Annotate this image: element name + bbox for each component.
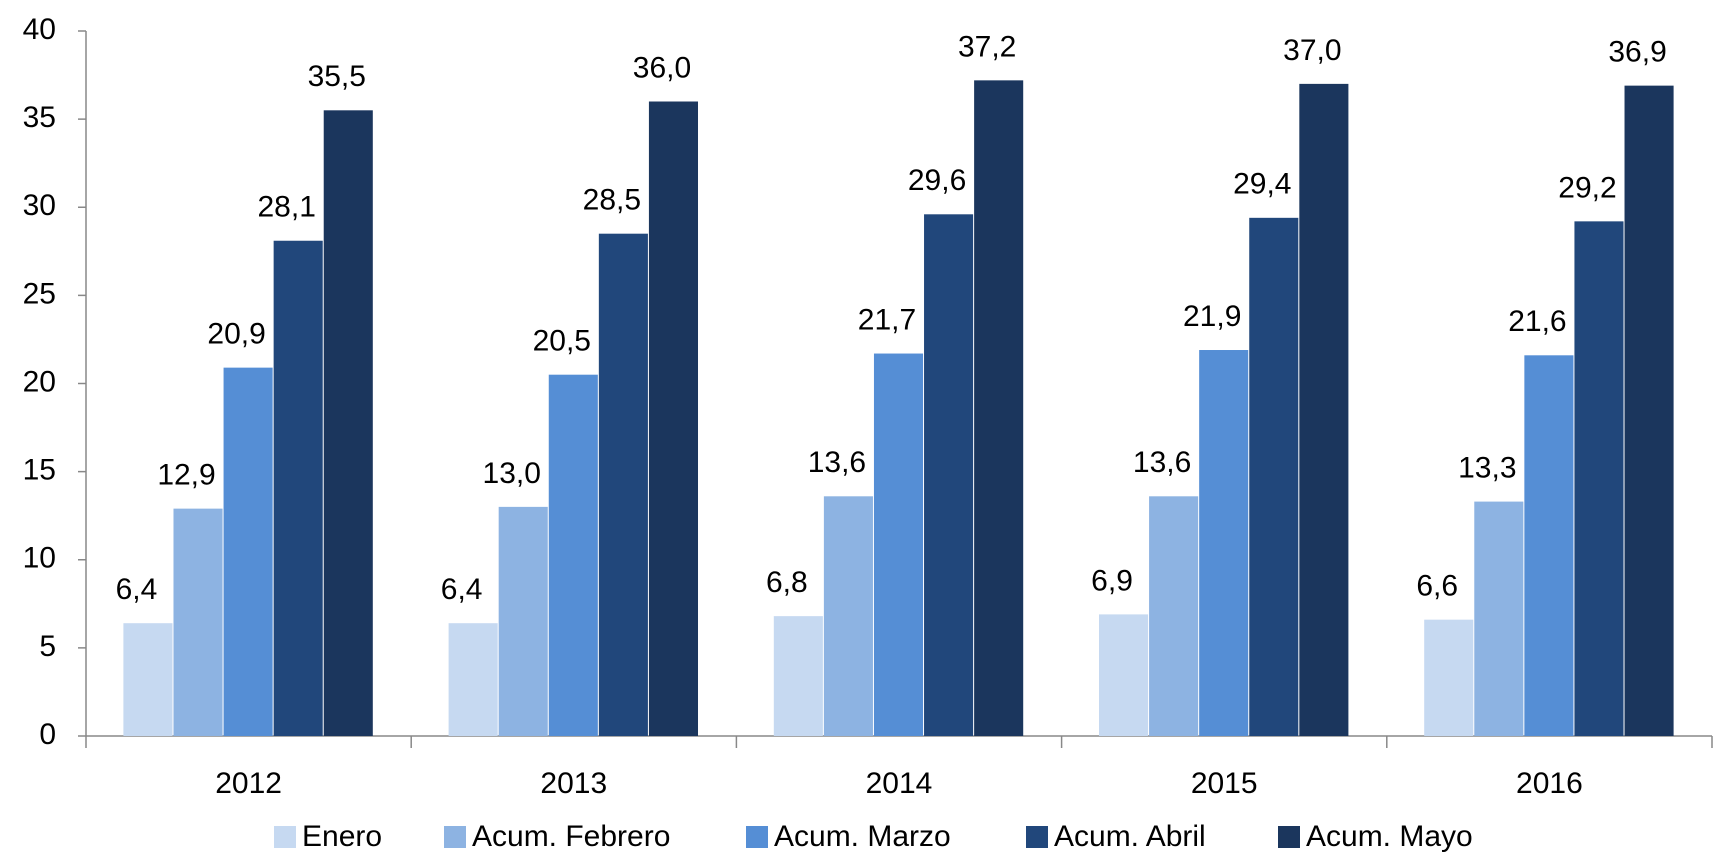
data-label: 21,7 — [858, 303, 916, 336]
legend-swatch — [444, 826, 466, 848]
legend-label: Enero — [302, 820, 382, 853]
bar — [974, 80, 1024, 737]
bar — [1299, 83, 1349, 736]
y-tick-label: 15 — [23, 454, 56, 487]
bar — [924, 214, 974, 737]
data-label: 21,6 — [1508, 305, 1566, 338]
y-tick-label: 30 — [23, 189, 56, 222]
data-label: 20,9 — [207, 318, 265, 351]
y-tick-label: 35 — [23, 101, 56, 134]
data-label: 37,0 — [1283, 34, 1341, 67]
data-label: 21,9 — [1183, 300, 1241, 333]
bar — [1424, 619, 1474, 736]
legend-label: Acum. Marzo — [774, 820, 951, 853]
data-label: 29,2 — [1558, 171, 1616, 204]
bar — [273, 240, 323, 737]
y-tick-label: 5 — [39, 630, 56, 663]
bar — [1249, 217, 1299, 736]
bar — [123, 623, 173, 736]
bar — [1098, 614, 1149, 736]
data-label: 28,5 — [583, 184, 641, 217]
bar — [648, 101, 699, 736]
legend-label: Acum. Abril — [1054, 820, 1206, 853]
legend-swatch — [274, 826, 296, 848]
legend-label: Acum. Mayo — [1306, 820, 1473, 853]
bar — [173, 508, 223, 736]
bar — [223, 367, 273, 736]
data-label: 6,6 — [1416, 570, 1458, 603]
data-label: 36,0 — [633, 51, 691, 84]
bar — [1574, 221, 1624, 737]
x-tick-label: 2015 — [1191, 767, 1258, 800]
x-tick-label: 2016 — [1516, 767, 1583, 800]
data-label: 13,6 — [808, 446, 866, 479]
data-label: 13,6 — [1133, 446, 1191, 479]
bar — [548, 374, 598, 736]
bar — [773, 616, 823, 736]
bar — [823, 496, 873, 736]
data-label: 37,2 — [958, 30, 1016, 63]
bar — [1624, 85, 1674, 736]
bar — [598, 233, 648, 736]
bar — [498, 506, 548, 736]
legend-swatch — [746, 826, 768, 848]
data-label: 12,9 — [157, 459, 215, 492]
bar — [1474, 501, 1524, 736]
data-label: 28,1 — [257, 191, 315, 224]
data-label: 13,0 — [483, 457, 541, 490]
data-label: 36,9 — [1608, 36, 1666, 69]
data-label: 6,9 — [1091, 564, 1133, 597]
legend-label: Acum. Febrero — [472, 820, 670, 853]
bar — [1199, 350, 1249, 736]
legend-swatch — [1026, 826, 1048, 848]
bar — [323, 110, 373, 736]
y-tick-label: 0 — [39, 718, 56, 751]
y-tick-label: 10 — [23, 542, 56, 575]
data-label: 6,8 — [766, 566, 808, 599]
y-tick-label: 40 — [23, 13, 56, 46]
legend-swatch — [1278, 826, 1300, 848]
data-label: 13,3 — [1458, 452, 1516, 485]
x-tick-label: 2012 — [215, 767, 282, 800]
y-tick-label: 25 — [23, 277, 56, 310]
bar — [873, 353, 924, 736]
bar — [1149, 496, 1199, 736]
x-tick-label: 2014 — [866, 767, 933, 800]
data-label: 20,5 — [533, 325, 591, 358]
data-label: 29,6 — [908, 164, 966, 197]
x-tick-label: 2013 — [540, 767, 607, 800]
data-label: 29,4 — [1233, 168, 1291, 201]
bar — [1524, 355, 1574, 736]
data-label: 35,5 — [308, 60, 366, 93]
bar — [448, 623, 498, 736]
data-label: 6,4 — [441, 573, 483, 606]
y-tick-label: 20 — [23, 365, 56, 398]
data-label: 6,4 — [116, 573, 158, 606]
